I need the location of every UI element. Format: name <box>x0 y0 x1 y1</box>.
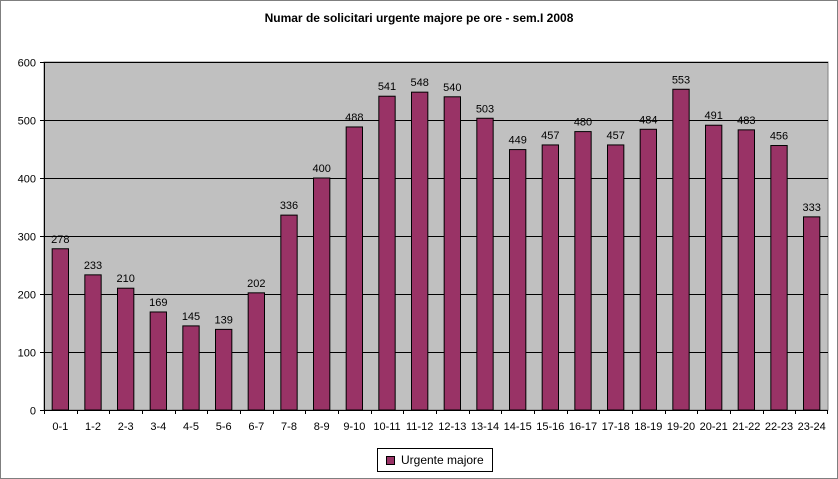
x-tick-label: 10-11 <box>373 421 400 433</box>
bar-8-9 <box>313 177 331 411</box>
y-tick-label: 600 <box>18 58 36 70</box>
data-label: 449 <box>508 135 526 147</box>
bar-6-7 <box>247 292 266 411</box>
x-tick-label: 16-17 <box>569 421 597 433</box>
x-tick-label: 20-21 <box>700 421 728 433</box>
data-label: 333 <box>802 202 820 214</box>
data-label: 202 <box>247 278 265 290</box>
bar-13-14 <box>476 117 494 411</box>
bar-12-13 <box>443 96 461 411</box>
bar-14-15 <box>509 149 527 411</box>
x-tick-label: 23-24 <box>798 421 826 433</box>
x-tick-label: 4-5 <box>183 421 199 433</box>
data-label: 457 <box>606 130 624 142</box>
bar-3-4 <box>149 311 168 411</box>
data-label: 553 <box>672 74 690 86</box>
bar-19-20 <box>672 88 690 411</box>
x-tick-label: 19-20 <box>667 421 695 433</box>
bar-18-19 <box>639 128 658 411</box>
x-tick-label: 17-18 <box>602 421 630 433</box>
bar-15-16 <box>541 144 560 411</box>
data-label: 145 <box>182 311 200 323</box>
x-tick-label: 5-6 <box>216 421 232 433</box>
legend-swatch <box>386 455 395 465</box>
data-label: 336 <box>280 200 298 212</box>
bar-22-23 <box>770 145 788 411</box>
y-tick-label: 200 <box>18 290 36 302</box>
bar-4-5 <box>182 325 200 411</box>
bar-23-24 <box>803 216 821 411</box>
data-label: 139 <box>214 314 232 326</box>
x-tick-label: 14-15 <box>504 421 532 433</box>
x-tick-label: 8-9 <box>314 421 330 433</box>
chart-title: Numar de solicitari urgente majore pe or… <box>264 11 574 25</box>
bar-1-2 <box>84 274 102 411</box>
bar-16-17 <box>574 131 592 411</box>
x-tick-label: 13-14 <box>471 421 499 433</box>
data-label: 541 <box>378 81 396 93</box>
bar-7-8 <box>280 214 298 411</box>
chart-legend: Urgente majore <box>377 448 493 472</box>
x-tick-label: 11-12 <box>406 421 433 433</box>
bar-17-18 <box>607 144 625 411</box>
x-tick-label: 0-1 <box>52 421 68 433</box>
y-tick-label: 0 <box>30 406 36 418</box>
data-label: 456 <box>770 131 788 143</box>
bar-9-10 <box>345 126 363 411</box>
data-label: 540 <box>443 82 461 94</box>
data-label: 233 <box>84 260 102 272</box>
x-tick-label: 21-22 <box>732 421 760 433</box>
x-tick-label: 7-8 <box>281 421 297 433</box>
x-tick-label: 3-4 <box>150 421 166 433</box>
x-tick-label: 22-23 <box>765 421 793 433</box>
x-tick-label: 1-2 <box>85 421 101 433</box>
bar-21-22 <box>737 129 756 411</box>
legend-label: Urgente majore <box>401 453 484 467</box>
y-tick-label: 400 <box>18 174 36 186</box>
bar-2-3 <box>117 287 135 411</box>
x-tick-label: 6-7 <box>248 421 264 433</box>
x-tick-label: 18-19 <box>634 421 662 433</box>
x-tick-label: 2-3 <box>118 421 134 433</box>
y-tick-label: 300 <box>18 232 36 244</box>
y-tick-label: 100 <box>18 348 36 360</box>
bar-0-1 <box>51 248 70 411</box>
data-label: 548 <box>410 77 428 89</box>
data-label: 169 <box>149 297 167 309</box>
y-tick-label: 500 <box>18 116 36 128</box>
data-label: 400 <box>312 163 330 175</box>
x-tick-label: 12-13 <box>438 421 466 433</box>
data-label: 278 <box>51 234 69 246</box>
bar-5-6 <box>215 328 233 411</box>
bar-20-21 <box>705 124 723 411</box>
data-label: 484 <box>639 114 657 126</box>
x-tick-label: 15-16 <box>536 421 564 433</box>
data-label: 503 <box>476 103 494 115</box>
bar-11-12 <box>411 91 429 411</box>
data-label: 457 <box>541 130 559 142</box>
data-label: 480 <box>574 117 592 129</box>
data-label: 483 <box>737 115 755 127</box>
bar-10-11 <box>378 95 396 411</box>
x-tick-label: 9-10 <box>343 421 365 433</box>
data-label: 491 <box>704 110 722 122</box>
data-label: 210 <box>116 273 134 285</box>
data-label: 488 <box>345 112 363 124</box>
